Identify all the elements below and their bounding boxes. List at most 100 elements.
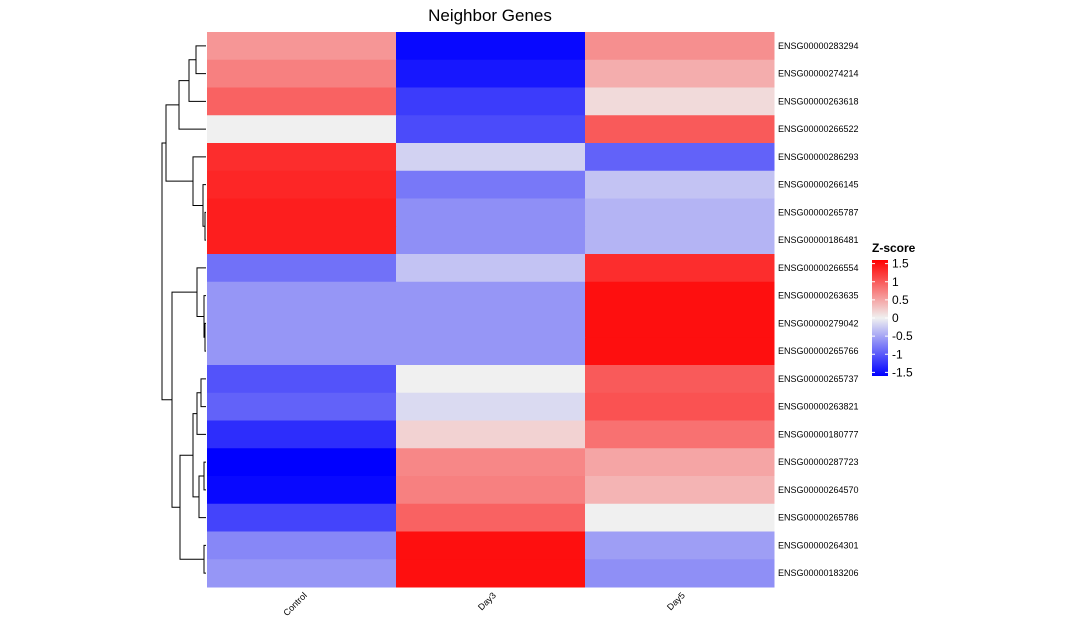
legend-ticks: 1.5 1 0.5 0 -0.5 -1 -1.5 — [872, 257, 913, 379]
heatmap-cell — [585, 59, 775, 88]
heatmap-cell — [585, 170, 775, 199]
row-label: ENSG00000186481 — [778, 235, 859, 245]
heatmap-cell — [585, 420, 775, 449]
heatmap-cell — [207, 87, 397, 116]
row-labels: ENSG00000283294 ENSG00000274214 ENSG000002… — [778, 41, 859, 578]
heatmap-cell — [396, 59, 586, 88]
dendrogram-branch — [204, 322, 206, 352]
heatmap-cell — [585, 32, 775, 61]
color-legend: Z-score 1.5 1 0.5 0 -0.5 -1 -1.5 — [872, 241, 916, 379]
heatmap-cell — [207, 476, 397, 505]
dendrogram-branch — [192, 413, 199, 498]
dendrogram-branch — [161, 142, 172, 401]
heatmap-cell — [396, 309, 586, 338]
legend-tick-label: 1.5 — [892, 257, 909, 271]
heatmap-cell — [207, 115, 397, 144]
row-label: ENSG00000265786 — [778, 513, 859, 523]
heatmap-cell — [396, 420, 586, 449]
row-dendrogram — [161, 45, 206, 574]
heatmap-cell — [207, 254, 397, 283]
heatmap-cell — [585, 503, 775, 532]
heatmap-cell — [396, 170, 586, 199]
dendrogram-branch — [178, 80, 206, 130]
dendrogram-branch — [204, 211, 206, 241]
heatmap-cell — [585, 476, 775, 505]
heatmap-cell — [207, 531, 397, 560]
legend-tick-label: 1 — [892, 275, 899, 289]
heatmap-cell — [396, 476, 586, 505]
heatmap-cell — [396, 392, 586, 421]
heatmap-cell — [396, 87, 586, 116]
column-label: Control — [281, 590, 309, 618]
row-label: ENSG00000265737 — [778, 374, 859, 384]
heatmap-cell — [396, 531, 586, 560]
dendrogram-branch — [196, 267, 206, 317]
row-label: ENSG00000266145 — [778, 180, 859, 190]
heatmap-cell — [585, 337, 775, 366]
heatmap-cell — [585, 87, 775, 116]
column-label: Day3 — [476, 590, 498, 612]
legend-tick-label: -1 — [892, 347, 903, 361]
heatmap-cell — [396, 254, 586, 283]
heatmap-cell — [396, 559, 586, 588]
heatmap-cell — [585, 143, 775, 172]
dendrogram-branch — [192, 156, 206, 206]
row-label: ENSG00000266522 — [778, 124, 859, 134]
heatmap-cell — [396, 448, 586, 477]
dendrogram-branch — [200, 378, 206, 408]
heatmap-cell — [207, 198, 397, 227]
heatmap-cell — [207, 143, 397, 172]
heatmap-cell — [207, 559, 397, 588]
heatmap-cell — [585, 115, 775, 144]
chart-title: Neighbor Genes — [428, 6, 552, 25]
legend-tick-label: 0.5 — [892, 293, 909, 307]
column-labels: Control Day3 Day5 — [281, 590, 687, 618]
heatmap-cell — [585, 281, 775, 310]
legend-title: Z-score — [872, 241, 916, 255]
dendrogram-branch — [188, 59, 206, 102]
heatmap-cell — [585, 254, 775, 283]
row-label: ENSG00000264570 — [778, 485, 859, 495]
heatmap-cell — [396, 503, 586, 532]
heatmap-cell — [585, 559, 775, 588]
heatmap-cell — [396, 198, 586, 227]
row-label: ENSG00000263635 — [778, 291, 859, 301]
heatmap-cell — [396, 32, 586, 61]
dendrogram-branch — [179, 454, 204, 560]
row-label: ENSG00000264301 — [778, 540, 859, 550]
heatmap-cell — [396, 337, 586, 366]
heatmap-cell — [207, 420, 397, 449]
dendrogram-branch — [203, 544, 206, 574]
heatmap-cell — [207, 281, 397, 310]
row-label: ENSG00000265787 — [778, 207, 859, 217]
row-label: ENSG00000266554 — [778, 263, 859, 273]
row-label: ENSG00000263618 — [778, 96, 859, 106]
heatmap-cell — [207, 448, 397, 477]
row-label: ENSG00000283294 — [778, 41, 859, 51]
legend-color-bar — [872, 260, 888, 376]
row-label: ENSG00000265766 — [778, 346, 859, 356]
heatmap-cell — [585, 392, 775, 421]
dendrogram-branch — [198, 475, 206, 519]
row-label: ENSG00000263821 — [778, 402, 859, 412]
heatmap-cell — [585, 226, 775, 255]
row-label: ENSG00000180777 — [778, 429, 859, 439]
heatmap-cell — [396, 115, 586, 144]
heatmap-cell — [396, 281, 586, 310]
row-label: ENSG00000183206 — [778, 568, 859, 578]
row-label: ENSG00000287723 — [778, 457, 859, 467]
legend-tick-label: -0.5 — [892, 329, 913, 343]
heatmap-cell — [207, 309, 397, 338]
row-label: ENSG00000274214 — [778, 69, 859, 79]
heatmap-cells — [207, 32, 775, 588]
heatmap-cell — [396, 143, 586, 172]
heatmap-cell — [207, 59, 397, 88]
legend-tick-label: -1.5 — [892, 365, 913, 379]
row-label: ENSG00000286293 — [778, 152, 859, 162]
heatmap-cell — [207, 365, 397, 394]
column-label: Day5 — [665, 590, 687, 612]
heatmap-cell — [207, 32, 397, 61]
heatmap-cell — [396, 226, 586, 255]
heatmap-cell — [585, 198, 775, 227]
